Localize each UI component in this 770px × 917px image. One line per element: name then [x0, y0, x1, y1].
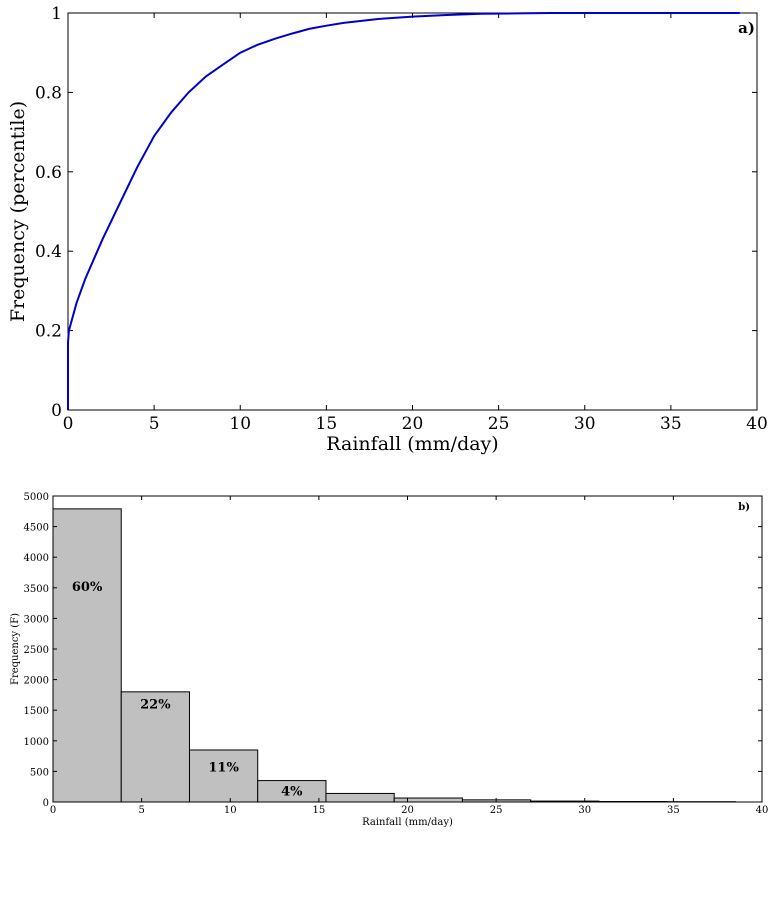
panel-label-a: a): [738, 19, 755, 37]
cdf-y-tick-label: 1: [51, 4, 62, 24]
histogram-y-tick-label: 4500: [24, 523, 49, 534]
cdf-y-tick-label: 0.8: [35, 83, 62, 103]
histogram-bar: [120, 691, 190, 803]
cdf-x-tick-label: 30: [574, 414, 596, 434]
cdf-chart: 0 5 10 15 20 25 30 35 40 0 0.2 0.4 0.6 0.8 1 a) Rainf…: [7, 4, 768, 455]
histogram-y-tick-label: 0: [43, 798, 49, 809]
histogram-y-tick-label: 500: [30, 767, 49, 778]
cdf-x-tick-label: 40: [746, 414, 768, 434]
cdf-y-ticks: 0 0.2 0.4 0.6 0.8 1: [35, 4, 757, 421]
cdf-x-tick-label: 10: [229, 414, 251, 434]
histogram-y-tick-label: 3000: [24, 614, 49, 625]
histogram-bar-percent-label: 60%: [72, 580, 103, 595]
histogram-x-tick-label: 40: [756, 805, 769, 816]
histogram-x-ticks: 0 5 10 15 20 25 30 35 40: [50, 496, 769, 816]
histogram-bar-percent-label: 11%: [208, 760, 239, 775]
histogram-x-axis-title: Rainfall (mm/day): [362, 817, 453, 828]
cdf-y-tick-label: 0.4: [35, 242, 62, 262]
panel-label-b: b): [738, 502, 750, 513]
histogram-x-tick-label: 30: [578, 805, 591, 816]
histogram-bar: [325, 792, 395, 803]
cdf-x-tick-label: 15: [316, 414, 338, 434]
histogram-y-tick-label: 2500: [24, 645, 49, 656]
cdf-x-tick-label: 0: [63, 414, 74, 434]
histogram-x-tick-label: 5: [138, 805, 144, 816]
cdf-x-axis-title: Rainfall (mm/day): [326, 433, 498, 455]
histogram-bar-percent-label: 22%: [140, 697, 171, 712]
histogram-x-tick-label: 10: [224, 805, 237, 816]
histogram-bar: [188, 749, 259, 803]
cdf-x-tick-label: 35: [660, 414, 682, 434]
cdf-y-axis-title: Frequency (percentile): [7, 101, 29, 322]
cdf-x-tick-label: 5: [149, 414, 160, 434]
histogram-bars: [52, 508, 736, 803]
histogram-y-tick-label: 3500: [24, 584, 49, 595]
histogram-bar-labels: 60% 22% 11% 4%: [72, 580, 303, 799]
cdf-x-tick-label: 20: [402, 414, 424, 434]
histogram-y-tick-label: 4000: [24, 553, 49, 564]
histogram-chart: 0 5 10 15 20 25 30 35 40 0 500 1000 1500 2000 2500 300…: [10, 492, 768, 828]
histogram-x-tick-label: 35: [667, 805, 680, 816]
cdf-series-line: [67, 12, 740, 410]
cdf-x-ticks: 0 5 10 15 20 25 30 35 40: [63, 13, 768, 434]
cdf-x-tick-label: 25: [488, 414, 510, 434]
histogram-x-tick-label: 15: [313, 805, 326, 816]
histogram-y-axis-title: Frequency (F): [10, 613, 21, 685]
histogram-y-ticks: 0 500 1000 1500 2000 2500 3000 3500 4000 4500 5000: [24, 492, 762, 809]
histogram-bar: [393, 797, 463, 803]
histogram-y-tick-label: 2000: [24, 676, 49, 687]
histogram-y-tick-label: 1500: [24, 706, 49, 717]
histogram-bar-percent-label: 4%: [281, 784, 303, 799]
cdf-y-tick-label: 0: [51, 401, 62, 421]
histogram-y-tick-label: 5000: [24, 492, 49, 503]
histogram-x-tick-label: 25: [490, 805, 503, 816]
histogram-x-tick-label: 20: [401, 805, 414, 816]
histogram-y-tick-label: 1000: [24, 737, 49, 748]
cdf-plot-area: [67, 12, 758, 411]
histogram-bar: [52, 508, 122, 803]
cdf-y-tick-label: 0.2: [35, 322, 62, 342]
histogram-x-tick-label: 0: [50, 805, 56, 816]
cdf-y-tick-label: 0.6: [35, 163, 62, 183]
